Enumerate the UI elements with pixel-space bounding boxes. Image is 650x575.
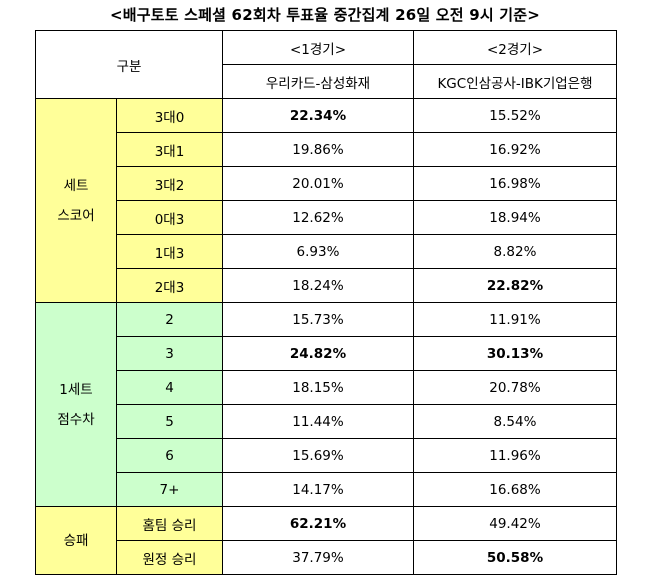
row-label: 3대0 bbox=[116, 98, 223, 133]
game2-teams: KGC인삼공사-IBK기업은행 bbox=[413, 64, 617, 99]
game1-teams: 우리카드-삼성화재 bbox=[222, 64, 414, 99]
table-row: 원정 승리 37.79% 50.58% bbox=[36, 540, 617, 575]
game1-rate: 20.01% bbox=[222, 166, 414, 201]
game2-rate: 18.94% bbox=[413, 200, 617, 235]
table-row: 1대3 6.93% 8.82% bbox=[36, 234, 617, 269]
vote-rate-table: 구분 <1경기> <2경기> 우리카드-삼성화재 KGC인삼공사-IBK기업은행… bbox=[35, 30, 617, 575]
game2-rate: 11.96% bbox=[413, 438, 617, 473]
game2-rate: 16.92% bbox=[413, 132, 617, 167]
game1-rate: 18.24% bbox=[222, 268, 414, 303]
table-row: 4 18.15% 20.78% bbox=[36, 370, 617, 405]
row-label: 3대1 bbox=[116, 132, 223, 167]
game1-rate: 15.69% bbox=[222, 438, 414, 473]
game1-rate: 62.21% bbox=[222, 506, 414, 541]
row-label: 7+ bbox=[116, 472, 223, 507]
game2-rate: 20.78% bbox=[413, 370, 617, 405]
table-row: 2대3 18.24% 22.82% bbox=[36, 268, 617, 303]
table-row: 5 11.44% 8.54% bbox=[36, 404, 617, 439]
table-row: 6 15.69% 11.96% bbox=[36, 438, 617, 473]
table-row: 3 24.82% 30.13% bbox=[36, 336, 617, 371]
table-row: 3대2 20.01% 16.98% bbox=[36, 166, 617, 201]
game2-rate: 8.82% bbox=[413, 234, 617, 269]
row-label: 5 bbox=[116, 404, 223, 439]
table-row: 3대1 19.86% 16.92% bbox=[36, 132, 617, 167]
game1-rate: 37.79% bbox=[222, 540, 414, 575]
game1-rate: 19.86% bbox=[222, 132, 414, 167]
game2-rate: 16.68% bbox=[413, 472, 617, 507]
row-label: 0대3 bbox=[116, 200, 223, 235]
table-row: 0대3 12.62% 18.94% bbox=[36, 200, 617, 235]
game2-rate: 22.82% bbox=[413, 268, 617, 303]
game2-rate: 30.13% bbox=[413, 336, 617, 371]
game1-rate: 12.62% bbox=[222, 200, 414, 235]
game1-rate: 15.73% bbox=[222, 302, 414, 337]
page-title: <배구토토 스페셜 62회차 투표율 중간집계 26일 오전 9시 기준> bbox=[109, 6, 541, 24]
game2-rate: 15.52% bbox=[413, 98, 617, 133]
game1-rate: 14.17% bbox=[222, 472, 414, 507]
game1-rate: 18.15% bbox=[222, 370, 414, 405]
row-label: 3 bbox=[116, 336, 223, 371]
group-label-line: 1세트 bbox=[59, 381, 93, 398]
group-label-line: 점수차 bbox=[57, 411, 95, 428]
row-label: 1대3 bbox=[116, 234, 223, 269]
game2-rate: 16.98% bbox=[413, 166, 617, 201]
game2-rate: 11.91% bbox=[413, 302, 617, 337]
game1-rate: 22.34% bbox=[222, 98, 414, 133]
game2-label: <2경기> bbox=[413, 30, 617, 65]
row-label: 3대2 bbox=[116, 166, 223, 201]
row-label: 4 bbox=[116, 370, 223, 405]
group-label-win-loss: 승패 bbox=[35, 506, 117, 575]
category-header: 구분 bbox=[35, 30, 223, 99]
table-row: 세트 스코어 3대0 22.34% 15.52% bbox=[35, 98, 617, 303]
game2-rate: 8.54% bbox=[413, 404, 617, 439]
group-label-line: 승패 bbox=[63, 532, 89, 549]
table-row: 7+ 14.17% 16.68% bbox=[36, 472, 617, 507]
row-label: 6 bbox=[116, 438, 223, 473]
game1-rate: 6.93% bbox=[222, 234, 414, 269]
group-label-line: 세트 bbox=[63, 177, 89, 194]
table-row: 승패 홈팀 승리 62.21% 49.42% bbox=[35, 506, 617, 575]
group-label-line: 스코어 bbox=[57, 207, 95, 224]
game1-rate: 24.82% bbox=[222, 336, 414, 371]
game2-rate: 49.42% bbox=[413, 506, 617, 541]
game2-rate: 50.58% bbox=[413, 540, 617, 575]
row-label: 원정 승리 bbox=[116, 540, 223, 575]
row-label: 홈팀 승리 bbox=[116, 506, 223, 541]
row-label: 2대3 bbox=[116, 268, 223, 303]
game1-label: <1경기> bbox=[222, 30, 414, 65]
game1-rate: 11.44% bbox=[222, 404, 414, 439]
table-row: 1세트 점수차 2 15.73% 11.91% bbox=[35, 302, 617, 507]
row-label: 2 bbox=[116, 302, 223, 337]
